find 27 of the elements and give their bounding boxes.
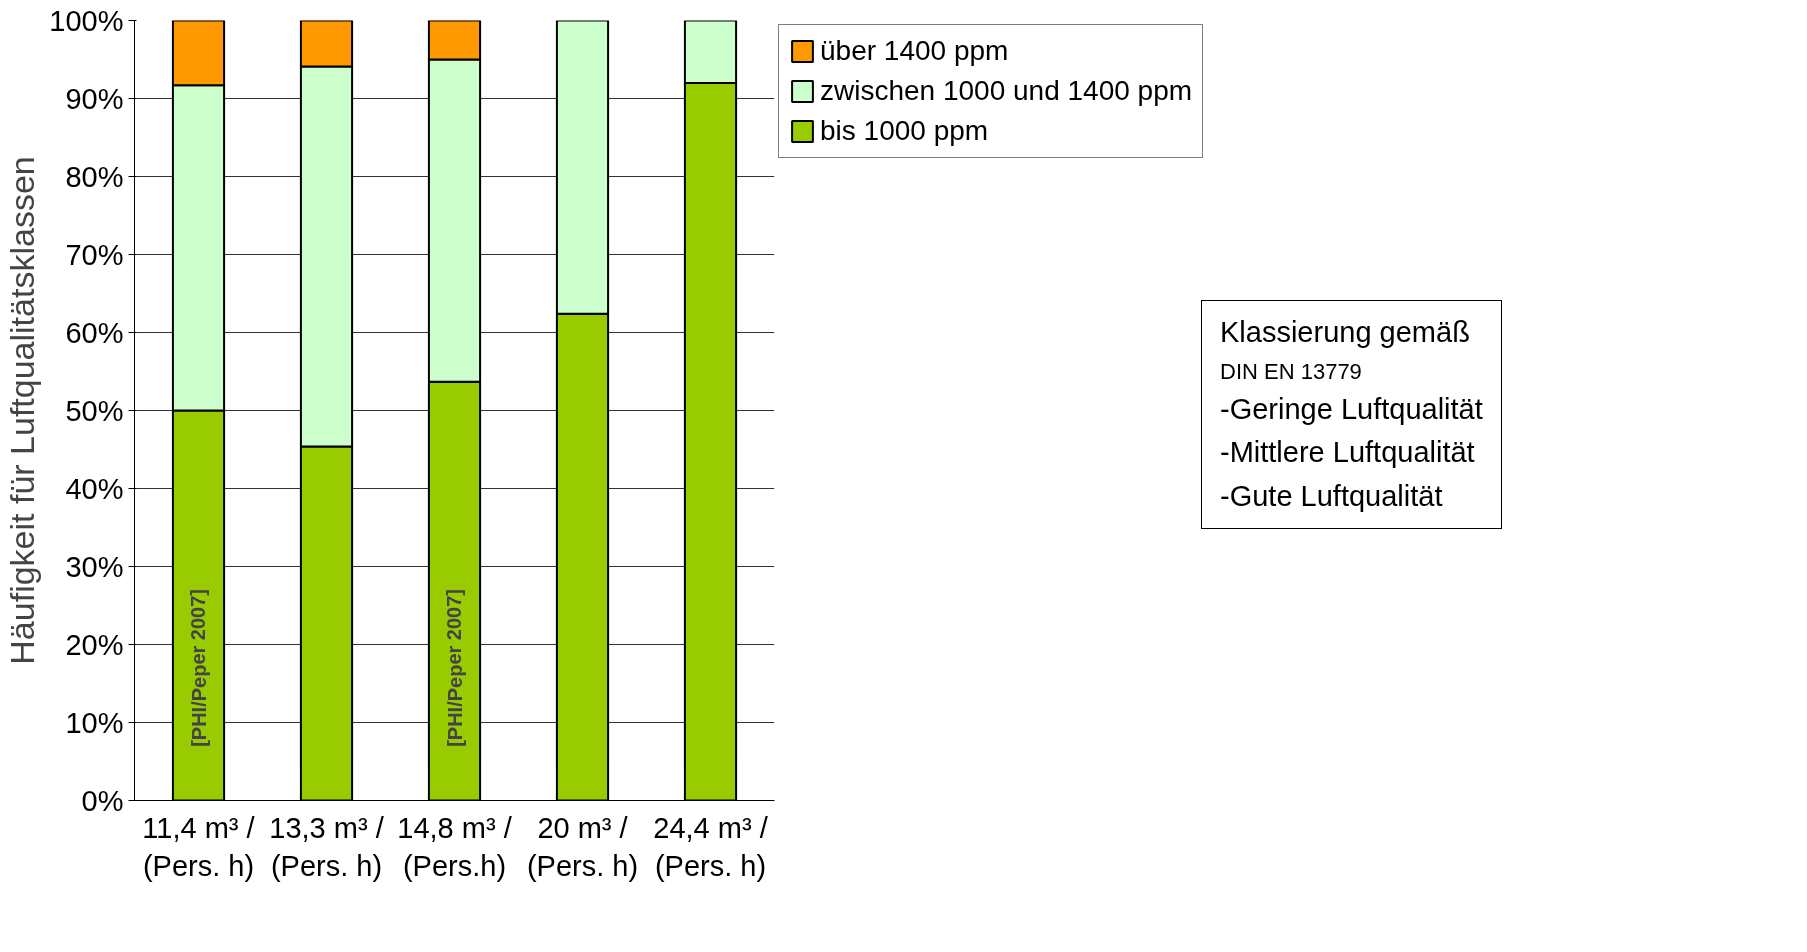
y-tick-label: 30% [65, 550, 124, 583]
text: -Mittlere Luftqualität [1220, 435, 1476, 470]
y-tick-label: 100% [49, 4, 124, 37]
x-tick-label: 24,4 m³ / (Pers. h) [653, 811, 769, 882]
y-tick-label: 60% [65, 316, 124, 349]
y-tick-label: 40% [65, 472, 124, 505]
x-tick-label: 20 m³ / (Pers. h) [526, 811, 639, 882]
legend-label: bis 1000 ppm [820, 115, 989, 147]
annotation: [PHI/Peper 2007] [443, 588, 466, 747]
text: -Gute Luftqualität [1220, 478, 1444, 514]
text: Klassierung gemäß [1220, 315, 1471, 350]
text: DIN EN 13779 [1220, 357, 1363, 386]
y-axis-title: Häufigkeit für Luftqualitätsklassen [3, 156, 42, 665]
annotation: [PHI/Peper 2007] [187, 588, 210, 747]
y-tick-label: 10% [65, 706, 124, 739]
y-tick-label: 20% [65, 628, 124, 661]
legend-label: zwischen 1000 und 1400 ppm [820, 75, 1193, 107]
x-tick-label: 14,8 m³ / (Pers.h) [397, 811, 513, 882]
y-tick-label: 90% [65, 82, 124, 115]
text: -Geringe Luftqualität [1220, 391, 1483, 427]
y-tick-label: 70% [65, 238, 124, 271]
legend-label: über 1400 ppm [820, 35, 1009, 67]
x-tick-label: 11,4 m³ / (Pers. h) [142, 811, 256, 882]
x-tick-label: 13,3 m³ / (Pers. h) [269, 811, 385, 882]
y-tick-label: 80% [65, 160, 124, 193]
y-tick-label: 50% [65, 394, 124, 427]
y-tick-label: 0% [81, 784, 124, 817]
